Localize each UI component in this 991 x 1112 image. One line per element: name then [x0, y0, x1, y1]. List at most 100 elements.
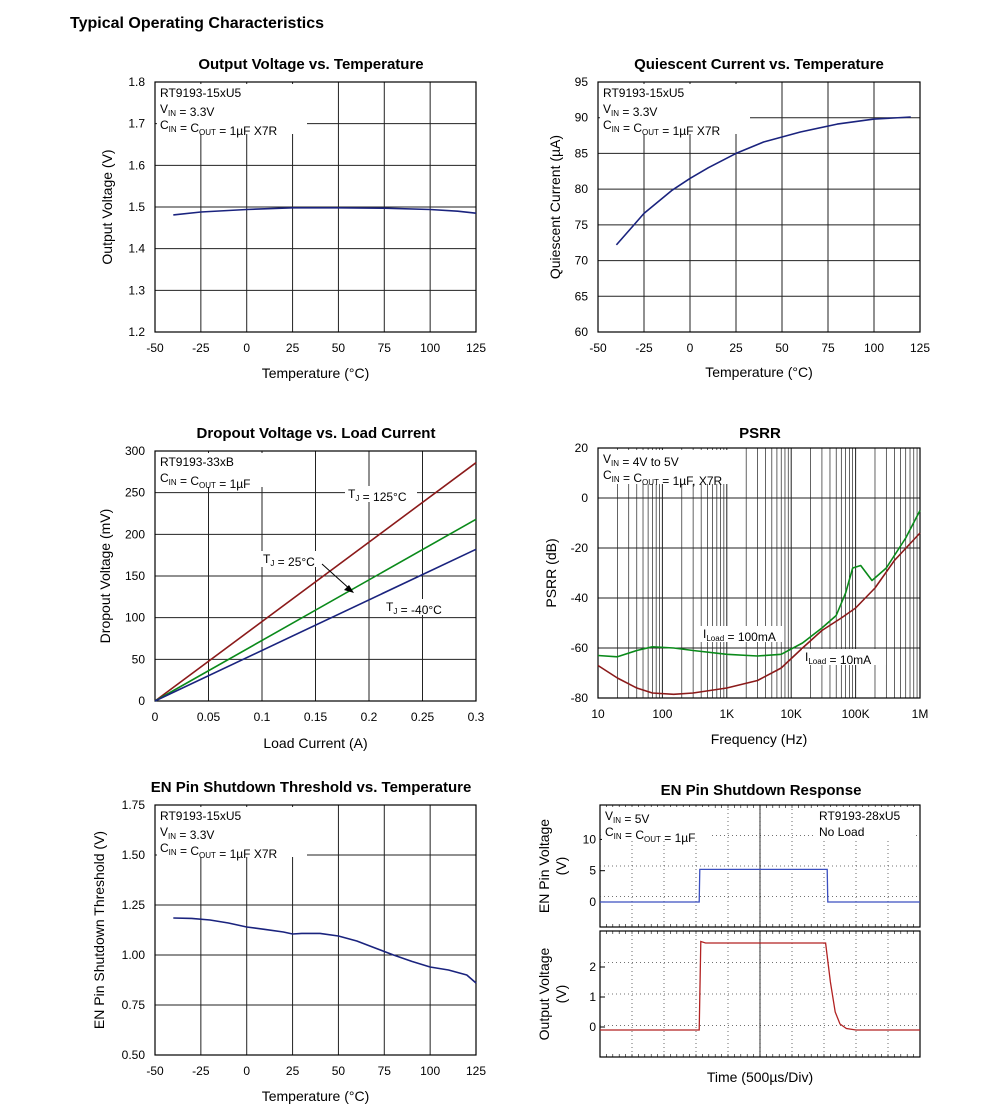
x-tick-label: 75 [378, 1064, 392, 1078]
y-tick-label: 95 [575, 75, 589, 89]
y-axis-label: Output Voltage [536, 947, 552, 1040]
y-tick-label: 65 [575, 289, 589, 303]
series-label: ILoad = 100mA [703, 627, 776, 644]
info-box [157, 84, 307, 134]
info-line: CIN = COUT = 1µF [605, 825, 696, 845]
y-tick-label: 1.25 [122, 898, 146, 912]
y-tick-label: 150 [125, 569, 145, 583]
info-line: CIN = COUT = 1µF X7R [160, 118, 278, 138]
y-tick-label: 1.4 [128, 242, 145, 256]
series-line [154, 548, 477, 702]
y-tick-label: 100 [125, 611, 145, 625]
y-tick-label: 1 [589, 990, 596, 1004]
plot-frame [597, 81, 921, 333]
label-arrow [321, 563, 353, 592]
series-line [615, 116, 911, 246]
y-tick-label: 1.00 [122, 948, 146, 962]
info-line: RT9193-15xU5 [160, 809, 241, 823]
x-tick-label: -50 [146, 1064, 164, 1078]
info-box [157, 453, 307, 487]
y-tick-label: 1.7 [128, 117, 145, 131]
info-line: VIN = 5V [605, 809, 649, 826]
x-tick-label: 25 [286, 341, 300, 355]
x-tick-label: 0 [152, 710, 159, 724]
x-tick-label: 0 [243, 1064, 250, 1078]
x-tick-label: 100 [864, 341, 884, 355]
arrow-head [344, 585, 354, 593]
charts-group: Output Voltage vs. Temperature-50 -25 0 25 5… [91, 56, 930, 1104]
chart-title: EN Pin Shutdown Threshold vs. Temperatur… [151, 779, 472, 796]
y-axis-label: (V) [553, 985, 569, 1004]
y-axis-label: Quiescent Current (µA) [547, 135, 563, 279]
y-axis-label: EN Pin Shutdown Threshold (V) [91, 831, 107, 1029]
series-label: ILoad = 10mA [805, 650, 871, 667]
x-tick-label: -25 [192, 1064, 210, 1078]
info-line: CIN = COUT = 1µF X7R [160, 841, 278, 861]
y-tick-label: 1.6 [128, 158, 145, 172]
label-bg [345, 486, 417, 502]
x-tick-label: 50 [775, 341, 789, 355]
series-line [173, 917, 477, 984]
info-line: RT9193-15xU5 [603, 86, 684, 100]
y-tick-label: 0.75 [122, 998, 146, 1012]
info-box [157, 807, 307, 857]
x-axis-label: Load Current (A) [263, 735, 367, 751]
x-tick-label: 1K [719, 707, 734, 721]
x-tick-label: 0.15 [304, 710, 328, 724]
x-tick-label: 75 [821, 341, 835, 355]
y-tick-label: 1.5 [128, 200, 145, 214]
info-line: CIN = COUT = 1µF [160, 471, 251, 491]
y-tick-label: 2 [589, 960, 596, 974]
x-tick-label: 10 [591, 707, 605, 721]
x-tick-label: 0 [687, 341, 694, 355]
x-tick-label: -25 [635, 341, 653, 355]
y-tick-label: -20 [571, 541, 589, 555]
series-label: TJ = 25°C [263, 552, 315, 569]
y-tick-label: 300 [125, 444, 145, 458]
chart-c4: PSRR 10 100 1K 10K 100K 1M -80 -60 -40 -20 0 20 VIN =… [543, 425, 928, 747]
y-axis-label: (V) [553, 857, 569, 876]
plot-frame [154, 450, 477, 702]
y-tick-label: 0 [581, 491, 588, 505]
plot-frame [597, 447, 921, 699]
chart-c3: Dropout Voltage vs. Load Current 0 0.05 0.1… [97, 425, 485, 751]
x-tick-label: 125 [466, 1064, 486, 1078]
x-tick-label: 0.25 [411, 710, 435, 724]
x-axis-label: Temperature (°C) [262, 365, 370, 381]
label-bg [802, 649, 886, 665]
y-tick-label: 200 [125, 527, 145, 541]
y-tick-label: 1.8 [128, 75, 145, 89]
y-axis-label: Output Voltage (V) [99, 149, 115, 264]
x-tick-label: 0 [243, 341, 250, 355]
y-tick-label: 70 [575, 254, 589, 268]
y-axis-label: Dropout Voltage (mV) [97, 509, 113, 644]
x-tick-label: 125 [466, 341, 486, 355]
scope-trace [600, 868, 920, 903]
info-box [816, 807, 916, 841]
y-tick-label: -40 [571, 591, 589, 605]
x-tick-label: 0.3 [468, 710, 485, 724]
info-line: RT9193-15xU5 [160, 86, 241, 100]
info-line: VIN = 4V to 5V [603, 452, 679, 469]
y-tick-label: 60 [575, 325, 589, 339]
y-tick-label: -80 [571, 691, 589, 705]
y-tick-label: 50 [132, 652, 146, 666]
plot-frame [154, 804, 477, 1056]
info-line: VIN = 3.3V [160, 825, 214, 842]
y-tick-label: 250 [125, 486, 145, 500]
x-tick-label: 0.2 [361, 710, 378, 724]
chart-c5: EN Pin Shutdown Threshold vs. Temperatur… [91, 779, 486, 1104]
label-bg [383, 599, 449, 615]
x-tick-label: 0.05 [197, 710, 221, 724]
y-tick-label: 10 [583, 832, 597, 846]
y-tick-label: 20 [575, 441, 589, 455]
info-line: CIN = COUT = 1µF, X7R [603, 468, 723, 488]
series-line [173, 207, 477, 216]
info-line: No Load [819, 825, 864, 839]
output-panel: 0 1 2 Output Voltage (V) [536, 930, 921, 1058]
x-tick-label: -25 [192, 341, 210, 355]
x-tick-label: 75 [378, 341, 392, 355]
